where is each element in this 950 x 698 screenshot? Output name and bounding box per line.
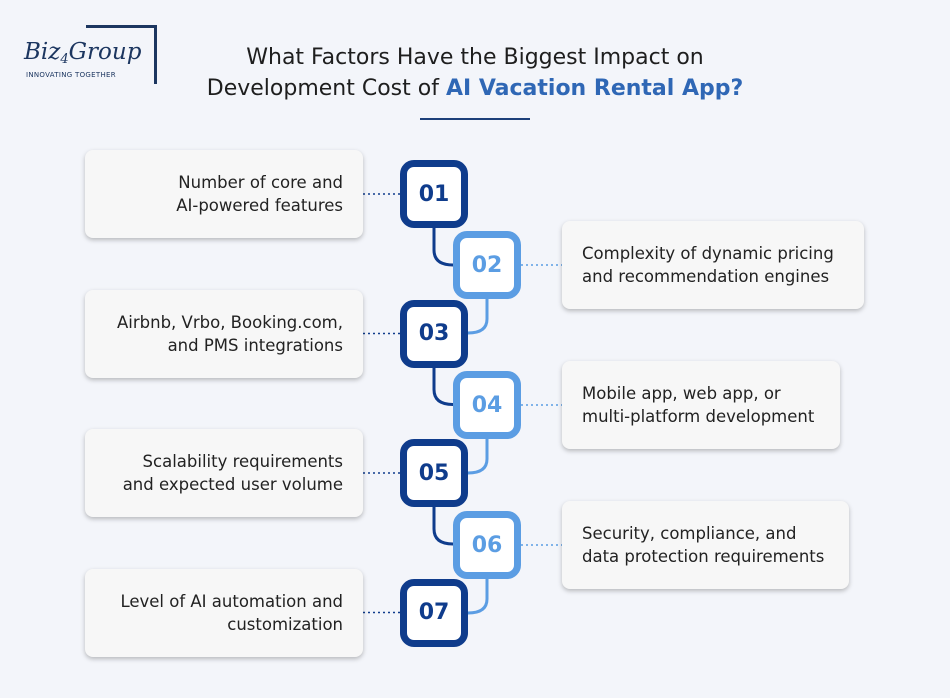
connector [467,439,489,475]
factor-text: AI-powered features [176,196,343,215]
number-badge: 03 [400,299,468,368]
factor-text: Airbnb, Vrbo, Booking.com, [117,312,343,332]
factor-text: data protection requirements [582,547,825,566]
factor-card: Airbnb, Vrbo, Booking.com, and PMS integr… [85,289,363,378]
connector [432,507,454,546]
title: What Factors Have the Biggest Impact on … [0,42,950,104]
factor-card: Mobile app, web app, or multi-platform de… [562,361,840,449]
factor-card: Scalability requirements and expected use… [85,429,363,517]
factor-text: Complexity of dynamic pricing [582,244,834,263]
connector [467,299,489,335]
title-line: Development Cost of [206,76,439,101]
number-badge: 06 [453,511,521,579]
factor-text: and expected user volume [122,475,343,494]
logo-part: Biz [24,39,61,65]
factor-card: Complexity of dynamic pricing and recomme… [562,221,864,309]
logo-part: 4 [60,52,69,67]
factor-text: and recommendation engines [582,267,830,286]
logo-name: Biz4Group [24,39,144,67]
number-badge: 05 [400,439,468,507]
factor-card: Level of AI automation and customization [85,568,363,657]
logo-tagline: INNOVATING TOGETHER [26,71,116,79]
factor-card: Number of core and AI-powered features [85,150,363,238]
connector [432,228,454,267]
connector [467,579,489,615]
factor-text: Security, compliance, and [582,524,797,543]
factor-text: customization [227,614,343,634]
factor-text: Mobile app, web app, or [582,384,781,403]
factor-text: Level of AI automation and [120,591,343,611]
title-highlight: AI Vacation Rental App? [445,76,744,101]
factor-text: and PMS integrations [167,335,343,355]
logo-part: Group [68,39,142,65]
title-underline [420,118,530,120]
factor-text: Scalability requirements [142,452,343,471]
number-badge: 01 [400,160,468,228]
connector [432,367,454,406]
title-line: What Factors Have the Biggest Impact on [246,45,704,70]
number-badge: 04 [453,371,521,439]
logo: Biz4Group INNOVATING TOGETHER [22,25,157,84]
factor-text: Number of core and [178,173,343,192]
factor-card: Security, compliance, and data protection… [562,501,849,589]
number-badge: 02 [453,231,521,299]
factor-text: multi-platform development [582,407,815,426]
number-badge: 07 [400,578,468,647]
